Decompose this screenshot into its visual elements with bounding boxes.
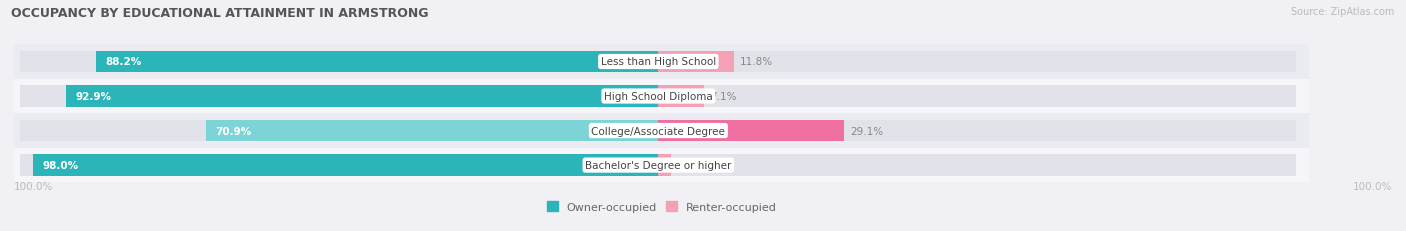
Bar	[658, 52, 734, 73]
Text: 7.1%: 7.1%	[710, 92, 737, 102]
Bar	[66, 86, 658, 107]
Text: OCCUPANCY BY EDUCATIONAL ATTAINMENT IN ARMSTRONG: OCCUPANCY BY EDUCATIONAL ATTAINMENT IN A…	[11, 7, 429, 20]
Text: 88.2%: 88.2%	[105, 57, 142, 67]
Bar	[207, 120, 658, 142]
Bar	[34, 155, 658, 176]
Text: 98.0%: 98.0%	[42, 160, 79, 170]
Bar	[658, 155, 1296, 176]
Bar	[21, 155, 658, 176]
Bar	[7, 79, 1309, 114]
Text: 11.8%: 11.8%	[740, 57, 773, 67]
Text: 70.9%: 70.9%	[215, 126, 252, 136]
Bar	[21, 86, 658, 107]
Bar	[658, 155, 671, 176]
Text: 100.0%: 100.0%	[14, 182, 53, 192]
Bar	[7, 148, 1309, 182]
Text: 2.0%: 2.0%	[678, 160, 704, 170]
Bar	[658, 120, 1296, 142]
Text: Bachelor's Degree or higher: Bachelor's Degree or higher	[585, 160, 731, 170]
Text: 100.0%: 100.0%	[1353, 182, 1392, 192]
Bar	[658, 86, 1296, 107]
Bar	[7, 114, 1309, 148]
Bar	[658, 86, 703, 107]
Text: 92.9%: 92.9%	[76, 92, 111, 102]
Text: High School Diploma: High School Diploma	[605, 92, 713, 102]
Text: Less than High School: Less than High School	[600, 57, 716, 67]
Bar	[96, 52, 658, 73]
Bar	[21, 52, 658, 73]
Text: 29.1%: 29.1%	[851, 126, 883, 136]
Text: College/Associate Degree: College/Associate Degree	[592, 126, 725, 136]
Bar	[21, 120, 658, 142]
Bar	[7, 45, 1309, 79]
Legend: Owner-occupied, Renter-occupied: Owner-occupied, Renter-occupied	[543, 197, 782, 216]
Bar	[658, 52, 1296, 73]
Text: Source: ZipAtlas.com: Source: ZipAtlas.com	[1291, 7, 1395, 17]
Bar	[658, 120, 844, 142]
